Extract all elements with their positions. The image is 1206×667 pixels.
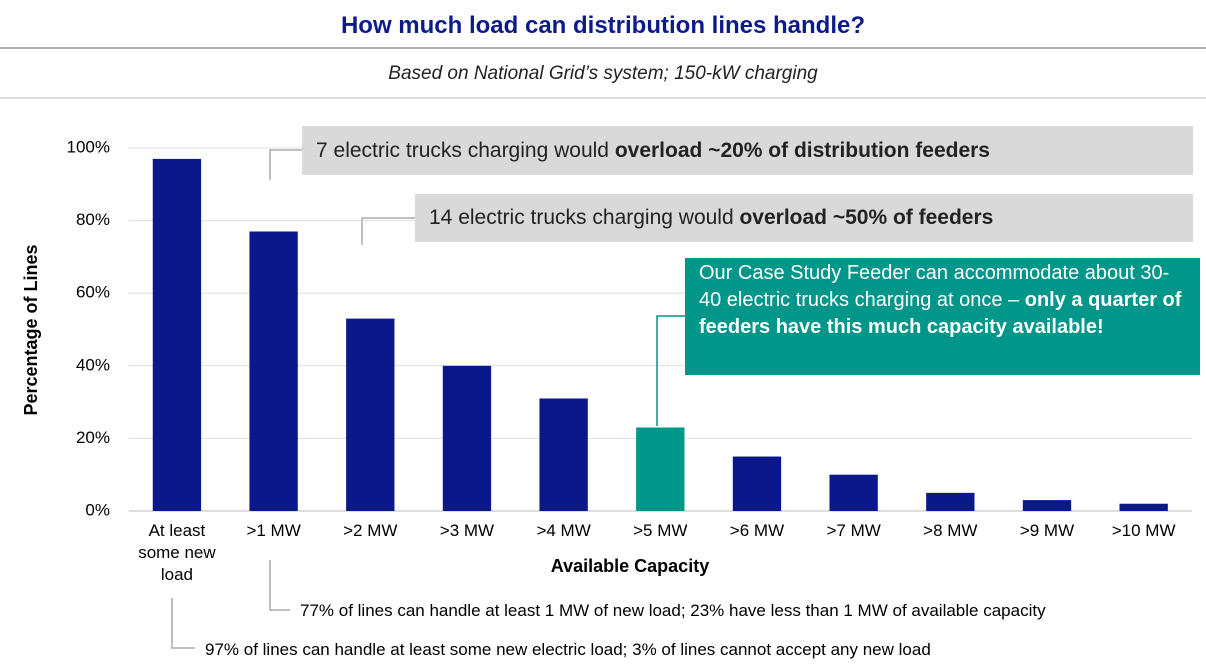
bar bbox=[636, 427, 685, 511]
chart-subtitle: Based on National Grid’s system; 150-kW … bbox=[388, 63, 818, 84]
annotation-bold: overload ~20% of distribution feeders bbox=[614, 138, 990, 162]
leader bbox=[361, 217, 415, 245]
bar bbox=[539, 398, 588, 511]
x-tick-label: >7 MW bbox=[826, 521, 881, 540]
bar bbox=[346, 318, 395, 511]
x-tick-label: At least some new load bbox=[138, 521, 216, 584]
x-tick-label: >6 MW bbox=[729, 521, 785, 540]
x-axis-title: Available Capacity bbox=[550, 556, 710, 576]
x-tick-label: >2 MW bbox=[343, 521, 398, 540]
bar bbox=[1022, 500, 1072, 511]
x-tick-label: >3 MW bbox=[439, 521, 495, 540]
annotation-text: 7 electric trucks charging would bbox=[316, 138, 615, 162]
bars bbox=[152, 158, 1168, 512]
annotation: 14 electric trucks charging would overlo… bbox=[415, 194, 1193, 242]
y-axis-title: Percentage of Lines bbox=[21, 244, 41, 415]
bar bbox=[829, 474, 878, 511]
bar bbox=[926, 492, 975, 511]
x-tick-label: >4 MW bbox=[536, 521, 591, 540]
y-tick-label: 0% bbox=[85, 500, 110, 519]
y-tick-label: 40% bbox=[76, 355, 110, 374]
annotation: 7 electric trucks charging would overloa… bbox=[302, 126, 1193, 175]
x-tick-label: >10 MW bbox=[1111, 521, 1176, 540]
leader bbox=[269, 560, 290, 611]
leader bbox=[656, 315, 685, 426]
y-tick-label: 20% bbox=[76, 428, 110, 447]
y-tick-label: 100% bbox=[67, 137, 110, 156]
bar bbox=[1119, 503, 1168, 511]
note: 77% of lines can handle at least 1 MW of… bbox=[300, 601, 1046, 620]
leader bbox=[171, 598, 195, 649]
y-tick-label: 60% bbox=[76, 283, 110, 302]
chart-title: How much load can distribution lines han… bbox=[340, 12, 866, 39]
bar bbox=[152, 158, 202, 511]
bar bbox=[442, 365, 492, 511]
x-tick-label: >5 MW bbox=[633, 521, 688, 540]
annotation-text: 14 electric trucks charging would bbox=[429, 206, 740, 229]
annotation-bold: overload ~50% of feeders bbox=[739, 206, 994, 229]
annotation-text: Our Case Study Feeder can accommodate ab… bbox=[699, 262, 1170, 311]
note: 97% of lines can handle at least some ne… bbox=[205, 640, 931, 659]
leader bbox=[269, 149, 302, 180]
bar bbox=[732, 456, 782, 511]
annotation-bold: only a quarter of feeders have this much… bbox=[699, 289, 1182, 338]
bar bbox=[249, 231, 298, 512]
x-tick-label: >1 MW bbox=[246, 521, 301, 540]
x-tick-label: >9 MW bbox=[1019, 521, 1075, 540]
annotation-highlight: Our Case Study Feeder can accommodate ab… bbox=[685, 258, 1200, 375]
x-tick-label: >8 MW bbox=[923, 521, 978, 540]
y-tick-label: 80% bbox=[76, 210, 110, 229]
